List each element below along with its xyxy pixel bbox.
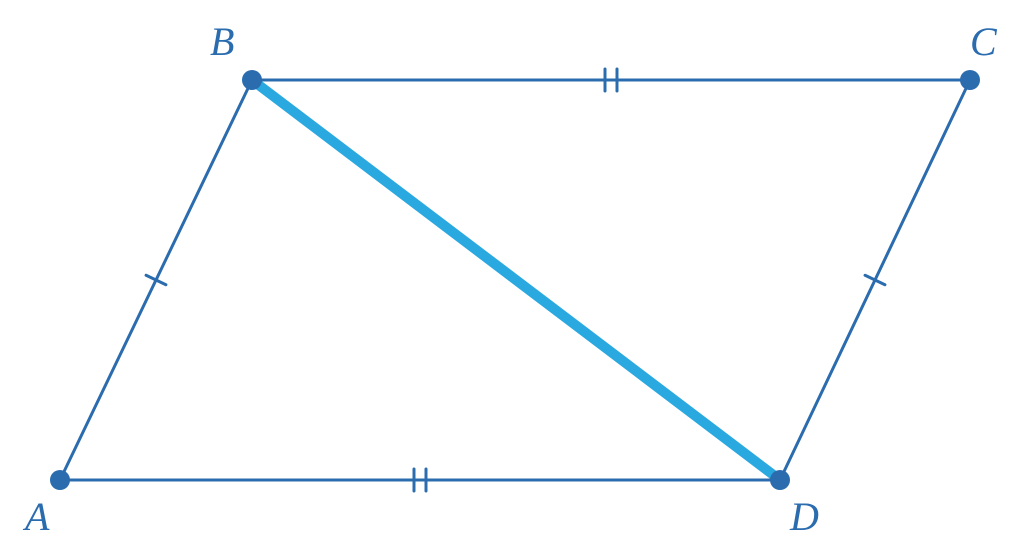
vertex-point-C [960, 70, 980, 90]
vertex-point-A [50, 470, 70, 490]
vertex-point-D [770, 470, 790, 490]
vertex-label-C: C [970, 19, 998, 64]
vertex-point-B [242, 70, 262, 90]
geometry-diagram: A B C D [0, 0, 1024, 558]
vertex-label-D: D [789, 494, 819, 539]
vertex-label-B: B [210, 19, 234, 64]
vertex-label-A: A [22, 494, 50, 539]
